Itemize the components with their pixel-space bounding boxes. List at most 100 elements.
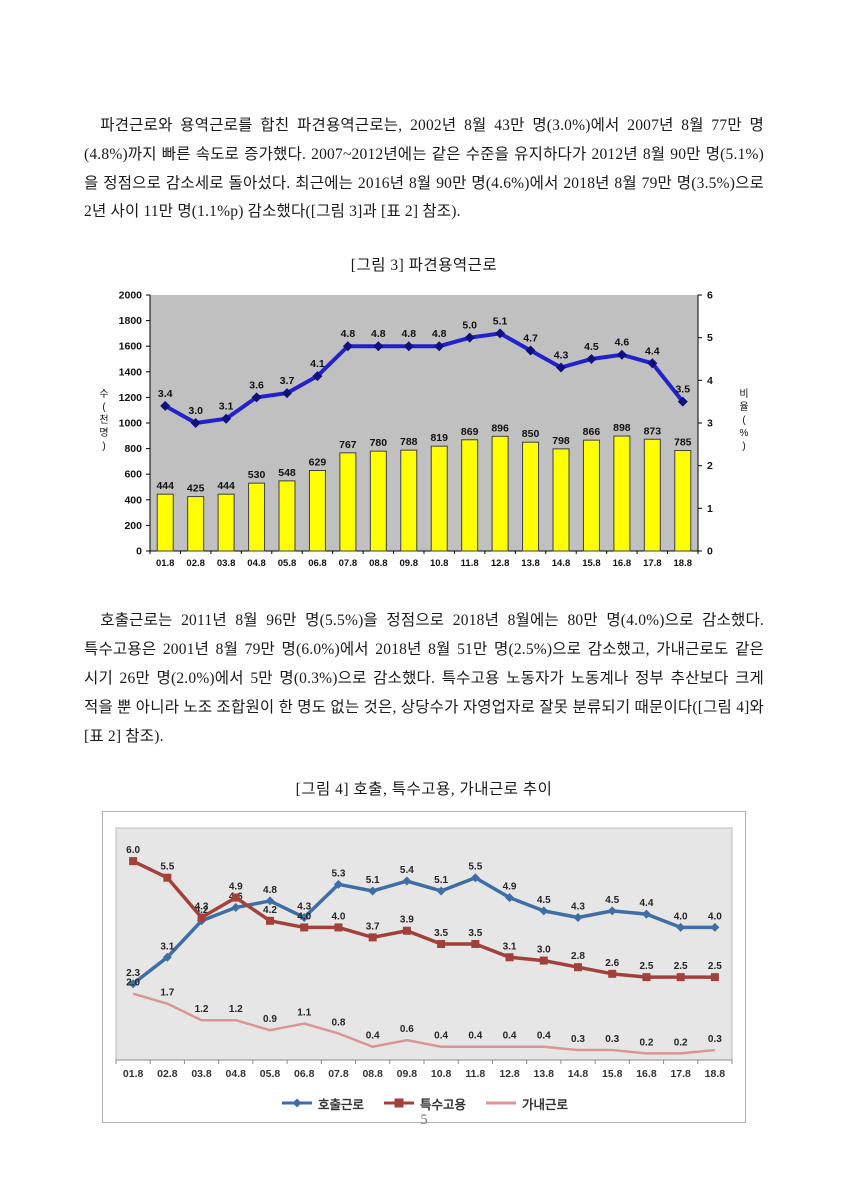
- diamond-marker-icon: [434, 341, 445, 352]
- svg-text:2.0: 2.0: [126, 978, 140, 989]
- svg-text:): ): [742, 441, 745, 452]
- diamond-marker-icon: [464, 332, 475, 343]
- svg-text:3.5: 3.5: [675, 384, 690, 396]
- svg-text:767: 767: [339, 439, 357, 451]
- svg-text:2: 2: [707, 460, 713, 472]
- svg-text:01.8: 01.8: [156, 558, 175, 569]
- svg-text:4.2: 4.2: [195, 905, 209, 916]
- svg-text:2.6: 2.6: [605, 958, 619, 969]
- svg-text:05.8: 05.8: [278, 558, 297, 569]
- diamond-marker-icon: [607, 906, 617, 916]
- diamond-marker-icon: [436, 886, 446, 896]
- svg-text:3.9: 3.9: [400, 915, 414, 926]
- svg-text:10.8: 10.8: [431, 1068, 452, 1080]
- svg-text:1000: 1000: [119, 418, 143, 430]
- diamond-marker-icon: [333, 880, 343, 890]
- svg-text:14.8: 14.8: [552, 558, 571, 569]
- square-marker-icon: [300, 923, 309, 932]
- svg-text:444: 444: [156, 480, 174, 492]
- svg-text:명: 명: [99, 427, 108, 439]
- svg-text:(: (: [742, 415, 746, 426]
- svg-text:18.8: 18.8: [705, 1068, 726, 1080]
- svg-text:0.3: 0.3: [571, 1035, 585, 1046]
- svg-text:200: 200: [124, 520, 142, 532]
- svg-text:800: 800: [124, 443, 142, 455]
- svg-text:08.8: 08.8: [362, 1068, 383, 1080]
- svg-text:4.5: 4.5: [584, 341, 599, 353]
- svg-text:5.0: 5.0: [462, 320, 477, 332]
- diamond-marker-icon: [470, 873, 480, 883]
- square-marker-icon: [266, 917, 274, 926]
- figure3-combo-chart: 0200400600800100012001400160018002000012…: [99, 290, 748, 570]
- svg-text:0.2: 0.2: [639, 1038, 653, 1049]
- diamond-marker-icon: [586, 354, 597, 365]
- svg-text:05.8: 05.8: [260, 1068, 281, 1080]
- svg-text:0: 0: [707, 546, 713, 558]
- square-marker-icon: [539, 957, 548, 966]
- svg-text:03.8: 03.8: [217, 558, 236, 569]
- svg-text:0.4: 0.4: [434, 1031, 448, 1042]
- line-series-1: 6.0 5.5 4.3 4.9 4.2 4.0 4.0 3.7 3.9 3.5 3.5 3.1 3.0 2…: [126, 846, 722, 982]
- svg-text:444: 444: [217, 480, 235, 492]
- svg-text:798: 798: [552, 435, 570, 447]
- svg-text:785: 785: [674, 437, 692, 449]
- page-number: 5: [420, 1112, 428, 1128]
- svg-text:0.9: 0.9: [263, 1015, 277, 1026]
- svg-text:04.8: 04.8: [247, 558, 265, 569]
- svg-text:16.8: 16.8: [613, 558, 632, 569]
- svg-text:4.0: 4.0: [331, 912, 345, 923]
- square-marker-icon: [608, 970, 617, 979]
- paragraph-dispatch-service-work: 파견근로와 용역근로를 합친 파견용역근로는, 2002년 8월 43만 명(3…: [84, 117, 764, 221]
- svg-text:1: 1: [707, 503, 713, 515]
- svg-text:0.4: 0.4: [503, 1031, 517, 1042]
- diamond-marker-icon: [373, 341, 384, 352]
- svg-text:10.8: 10.8: [430, 558, 449, 569]
- square-marker-icon: [163, 874, 172, 883]
- square-marker-icon: [383, 1098, 414, 1108]
- svg-text:1400: 1400: [119, 367, 143, 379]
- svg-text:01.8: 01.8: [123, 1068, 144, 1080]
- svg-text:): ): [102, 441, 105, 452]
- paragraph-oncall-special-home-work: 호출근로는 2011년 8월 96만 명(5.5%)을 정점으로 2018년 8…: [84, 612, 764, 745]
- left-axis: 0 200 400 600 800 1000 1200 1400 1600 1800 2000: [119, 290, 150, 558]
- svg-text:0.3: 0.3: [708, 1035, 722, 1046]
- svg-text:4.9: 4.9: [229, 882, 243, 893]
- line-series-ratio: 3.4 3.0 3.1 3.6 3.7 4.1 4.8 4.8 4.8 4.8 5.0 5.1 4.7 4…: [158, 316, 690, 429]
- svg-text:5.3: 5.3: [331, 869, 345, 880]
- svg-text:4.7: 4.7: [523, 333, 538, 345]
- svg-text:1800: 1800: [119, 315, 143, 327]
- svg-text:896: 896: [491, 423, 509, 435]
- svg-text:866: 866: [583, 426, 601, 438]
- square-marker-icon: [505, 953, 514, 962]
- diamond-marker-icon: [368, 886, 378, 896]
- legend-item-1: 특수고용: [382, 1094, 466, 1113]
- svg-text:4.0: 4.0: [708, 912, 722, 923]
- svg-text:1.7: 1.7: [160, 988, 174, 999]
- svg-text:4.3: 4.3: [195, 902, 209, 913]
- svg-text:4: 4: [707, 375, 713, 387]
- svg-text:4.0: 4.0: [674, 912, 688, 923]
- svg-text:06.8: 06.8: [294, 1068, 315, 1080]
- svg-text:3.1: 3.1: [160, 942, 174, 953]
- line-marker-icon: [486, 1101, 516, 1105]
- diamond-marker-icon: [525, 345, 536, 356]
- svg-text:4.9: 4.9: [503, 882, 517, 893]
- diamond-marker-icon: [505, 893, 515, 903]
- svg-text:0.3: 0.3: [605, 1035, 619, 1046]
- square-marker-icon: [231, 894, 240, 903]
- square-marker-icon: [368, 933, 377, 942]
- svg-text:600: 600: [124, 469, 142, 481]
- legend-item-2: 가내근로: [484, 1094, 568, 1113]
- svg-text:02.8: 02.8: [157, 1068, 178, 1080]
- diamond-marker-icon: [710, 923, 720, 933]
- svg-text:02.8: 02.8: [186, 558, 205, 569]
- line-series-2: 2.0 1.7 1.2 1.2 0.9 1.1 0.8 0.4 0.6 0.4 0.4 0.4 0.4 0…: [126, 978, 722, 1056]
- svg-text:3.4: 3.4: [158, 388, 173, 400]
- svg-text:15.8: 15.8: [582, 558, 601, 569]
- svg-text:850: 850: [522, 429, 540, 441]
- svg-text:3.1: 3.1: [503, 942, 517, 953]
- svg-text:4.8: 4.8: [432, 329, 447, 341]
- diamond-marker-icon: [539, 906, 549, 916]
- x-axis: 01.8 02.8 03.8 04.8 05.8 06.8 07.8 08.8 09.8 10.8…: [115, 1059, 733, 1080]
- svg-text:09.8: 09.8: [397, 1068, 418, 1080]
